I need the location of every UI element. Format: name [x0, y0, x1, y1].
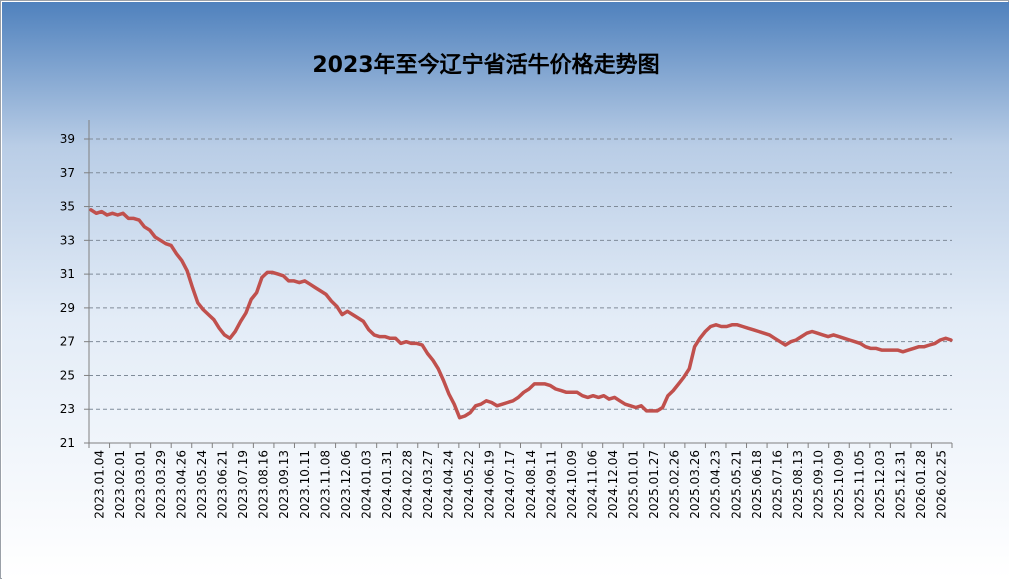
x-tick-label: 2025.02.26 [668, 450, 682, 519]
x-tick-label: 2026.02.25 [935, 450, 949, 519]
x-tick-label: 2024.09.11 [544, 450, 558, 519]
x-tick-label: 2025.03.26 [688, 450, 702, 519]
x-tick-label: 2025.08.13 [791, 450, 805, 519]
y-tick-label: 35 [60, 200, 75, 214]
x-tick-label: 2025.11.05 [853, 450, 867, 519]
y-tick-label: 39 [60, 132, 75, 146]
x-tick-label: 2025.07.16 [770, 450, 784, 519]
x-tick-label: 2025.09.10 [811, 450, 825, 519]
y-tick-label: 21 [60, 436, 75, 450]
x-tick-label: 2024.11.06 [585, 450, 599, 519]
x-tick-label: 2024.06.19 [483, 450, 497, 519]
x-tick-label: 2023.09.13 [277, 450, 291, 519]
y-tick-label: 33 [60, 233, 75, 247]
x-tick-label: 2024.04.24 [442, 450, 456, 519]
x-tick-label: 2024.10.09 [565, 450, 579, 519]
y-tick-label: 37 [60, 166, 75, 180]
x-tick-label: 2024.12.04 [606, 450, 620, 519]
series-line [89, 208, 953, 420]
x-tick-label: 2023.03.01 [133, 450, 147, 519]
y-tick-label: 27 [60, 335, 75, 349]
x-tick-label: 2024.07.17 [503, 450, 517, 519]
x-tick-label: 2023.02.01 [113, 450, 127, 519]
x-tick-label: 2025.04.23 [709, 450, 723, 519]
axes [84, 120, 953, 448]
x-tick-label: 2025.01.27 [647, 450, 661, 519]
x-tick-label: 2025.06.18 [750, 450, 764, 519]
y-tick-label: 23 [60, 402, 75, 416]
x-tick-label: 2025.10.09 [832, 450, 846, 519]
x-tick-label: 2023.05.24 [195, 450, 209, 519]
x-tick-label: 2024.02.28 [400, 450, 414, 519]
y-tick-labels: 39 37 35 33 31 29 27 25 23 21 [60, 132, 75, 450]
x-tick-label: 2026.01.28 [914, 450, 928, 519]
x-tick-label: 2023.07.19 [236, 450, 250, 519]
x-tick-label: 2023.01.04 [92, 450, 106, 519]
x-tick-label: 2023.04.26 [174, 450, 188, 519]
x-tick-label: 2023.10.11 [298, 450, 312, 519]
x-tick-label: 2024.05.22 [462, 450, 476, 519]
y-tick-label: 29 [60, 301, 75, 315]
chart-title: 2023年至今辽宁省活牛价格走势图 [312, 52, 659, 78]
grid-lines [89, 138, 952, 410]
x-tick-label: 2024.08.14 [524, 450, 538, 519]
x-tick-labels: 2023.01.04 2023.02.01 2023.03.01 2023.03.29… [92, 450, 948, 519]
x-tick-label: 2023.03.29 [154, 450, 168, 519]
x-tick-label: 2023.08.16 [257, 450, 271, 519]
series-layer [89, 208, 953, 420]
x-tick-label: 2024.01.31 [380, 450, 394, 519]
x-tick-label: 2024.01.03 [359, 450, 373, 519]
x-tick-label: 2025.12.31 [894, 450, 908, 519]
x-tick-label: 2025.05.21 [729, 450, 743, 519]
x-tick-label: 2025.12.03 [873, 450, 887, 519]
x-tick-label: 2025.01.01 [627, 450, 641, 519]
y-tick-label: 31 [60, 267, 75, 281]
y-tick-label: 25 [60, 368, 75, 382]
x-tick-label: 2023.12.06 [339, 450, 353, 519]
x-tick-label: 2023.06.21 [216, 450, 230, 519]
x-tick-label: 2024.03.27 [421, 450, 435, 519]
x-tick-label: 2023.11.08 [318, 450, 332, 519]
